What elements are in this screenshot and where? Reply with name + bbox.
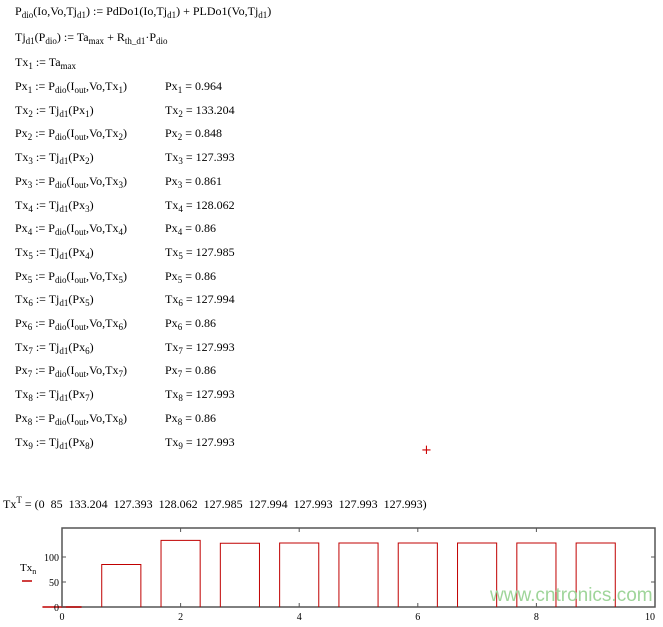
bar [575, 542, 616, 607]
bar [397, 542, 438, 607]
iteration-expression[interactable]: Px5 := Pdio(Iout,Vo,Tx5) [15, 269, 127, 285]
x-tick-label: 8 [534, 612, 539, 623]
x-tick-label: 2 [178, 612, 183, 623]
iteration-expression[interactable]: Px8 := Pdio(Iout,Vo,Tx8) [15, 411, 127, 427]
iteration-result[interactable]: Px4 = 0.86 [165, 221, 216, 237]
iteration-result[interactable]: Tx9 = 127.993 [165, 435, 235, 451]
iteration-result[interactable]: Tx3 = 127.393 [165, 150, 235, 166]
x-tick-label: 4 [297, 612, 302, 623]
iteration-expression[interactable]: Px6 := Pdio(Iout,Vo,Tx6) [15, 316, 127, 332]
iteration-result[interactable]: Px6 = 0.86 [165, 316, 216, 332]
plot-frame [61, 527, 656, 608]
y-axis-label: Txn [20, 562, 37, 576]
iteration-result[interactable]: Px8 = 0.86 [165, 411, 216, 427]
iteration-expression[interactable]: Px1 := Pdio(Iout,Vo,Tx1) [15, 79, 127, 95]
watermark: www.cntronics.com [490, 585, 653, 606]
iteration-result[interactable]: Px2 = 0.848 [165, 126, 222, 142]
iteration-expression[interactable]: Tx3 := Tjd1(Px2) [15, 150, 94, 166]
x-tick-label: 0 [60, 612, 65, 623]
iteration-result[interactable]: Px3 = 0.861 [165, 174, 222, 190]
iteration-result[interactable]: Tx4 = 128.062 [165, 198, 235, 214]
iteration-result[interactable]: Px5 = 0.86 [165, 269, 216, 285]
iteration-result[interactable]: Px7 = 0.86 [165, 363, 216, 379]
iteration-result[interactable]: Tx5 = 127.985 [165, 245, 235, 261]
bar [219, 542, 260, 607]
bar [338, 542, 379, 607]
definition-expression[interactable]: Tjd1(Pdio) := Tamax + Rth_d1·Pdio [15, 30, 168, 46]
iteration-expression[interactable]: Tx9 := Tjd1(Px8) [15, 435, 94, 451]
iteration-expression[interactable]: Tx4 := Tjd1(Px3) [15, 198, 94, 214]
definition-expression[interactable]: Pdio(Io,Vo,Tjd1) := PdDo1(Io,Tjd1) + PLD… [15, 4, 272, 20]
iteration-expression[interactable]: Tx5 := Tjd1(Px4) [15, 245, 94, 261]
iteration-result[interactable]: Tx7 = 127.993 [165, 340, 235, 356]
iteration-expression[interactable]: Px4 := Pdio(Iout,Vo,Tx4) [15, 221, 127, 237]
bar [457, 542, 498, 607]
iteration-expression[interactable]: Px2 := Pdio(Iout,Vo,Tx2) [15, 126, 127, 142]
iteration-expression[interactable]: Tx7 := Tjd1(Px6) [15, 340, 94, 356]
iteration-expression[interactable]: Tx2 := Tjd1(Px1) [15, 103, 94, 119]
definition-expression[interactable]: Tx1 := Tamax [15, 55, 77, 71]
iteration-expression[interactable]: Tx6 := Tjd1(Px5) [15, 292, 94, 308]
bar [101, 564, 142, 607]
y-tick-label: 100 [44, 553, 59, 564]
iteration-result[interactable]: Px1 = 0.964 [165, 79, 222, 95]
bar [279, 542, 320, 607]
bar [516, 542, 557, 607]
iteration-expression[interactable]: Px7 := Pdio(Iout,Vo,Tx7) [15, 363, 127, 379]
iteration-expression[interactable]: Tx8 := Tjd1(Px7) [15, 387, 94, 403]
transpose-result[interactable]: TxT = (0 85 133.204 127.393 128.062 127.… [3, 495, 427, 512]
x-tick-label: 6 [415, 612, 420, 623]
iteration-result[interactable]: Tx8 = 127.993 [165, 387, 235, 403]
bar [160, 539, 201, 607]
iteration-result[interactable]: Tx6 = 127.994 [165, 292, 235, 308]
iteration-result[interactable]: Tx2 = 133.204 [165, 103, 235, 119]
y-tick-label: 50 [49, 578, 59, 589]
iteration-expression[interactable]: Px3 := Pdio(Iout,Vo,Tx3) [15, 174, 127, 190]
crosshair-cursor-icon: + [421, 443, 432, 458]
y-tick-label: 0 [54, 603, 59, 614]
x-tick-label: 10 [645, 612, 655, 623]
